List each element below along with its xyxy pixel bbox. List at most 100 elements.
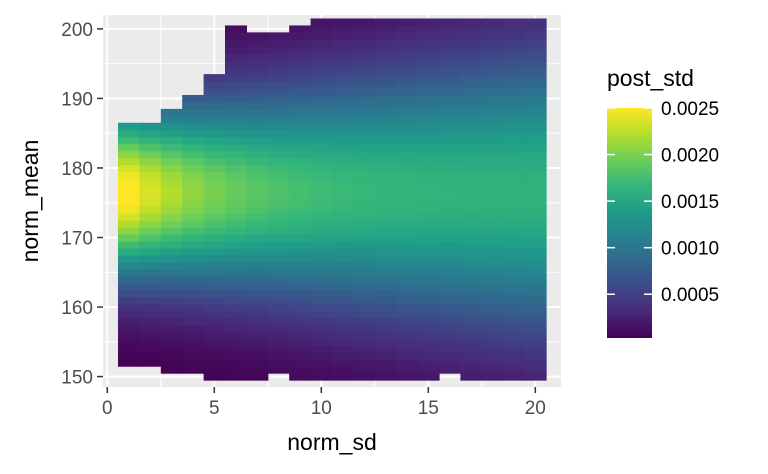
heatmap-cell (182, 115, 205, 124)
heatmap-cell (417, 150, 440, 159)
heatmap-cell (503, 136, 526, 145)
heatmap-cell (439, 220, 462, 228)
heatmap-cell (289, 310, 312, 319)
heatmap-cell (460, 338, 483, 346)
heatmap-cell (332, 101, 354, 110)
heatmap-cell (460, 122, 483, 131)
heatmap-cell (374, 268, 397, 277)
heatmap-cell (481, 213, 504, 221)
heatmap-cell (524, 39, 547, 47)
heatmap-cell (503, 352, 526, 360)
heatmap-cell (460, 289, 483, 298)
heatmap-cell (524, 171, 547, 179)
heatmap-cell (503, 359, 526, 367)
heatmap-cell (503, 373, 526, 381)
heatmap-cell (224, 46, 247, 54)
heatmap-cell (117, 129, 140, 138)
heatmap-cell (289, 53, 312, 61)
heatmap-cell (374, 289, 397, 298)
heatmap-cell (503, 240, 526, 249)
heatmap-cell (374, 108, 397, 117)
heatmap-cell (224, 81, 247, 89)
heatmap-cell (439, 178, 462, 186)
heatmap-cell (524, 32, 547, 40)
heatmap-cell (353, 18, 376, 27)
heatmap-cell (224, 206, 247, 214)
heatmap-cell (203, 74, 226, 82)
y-tick-label: 160 (61, 298, 93, 319)
heatmap-cell (246, 136, 269, 145)
heatmap-cell (417, 227, 440, 235)
heatmap-cell (439, 136, 462, 145)
heatmap-cell (310, 261, 333, 270)
heatmap-cell (332, 81, 354, 89)
heatmap-cell (139, 192, 162, 200)
heatmap-cell (417, 268, 440, 277)
heatmap-cell (310, 122, 333, 131)
heatmap-cell (439, 115, 462, 124)
heatmap-cell (267, 296, 290, 305)
heatmap-cell (374, 303, 397, 312)
heatmap-cell (353, 240, 376, 249)
heatmap-cell (139, 199, 162, 207)
heatmap-cell (139, 185, 162, 193)
heatmap-cell (396, 164, 419, 173)
heatmap-cell (460, 136, 483, 145)
heatmap-cell (182, 282, 205, 291)
heatmap-cell (310, 268, 333, 277)
heatmap-cell (203, 220, 226, 228)
heatmap-cell (310, 150, 333, 159)
heatmap-cell (182, 296, 205, 305)
heatmap-cell (182, 164, 205, 173)
heatmap-cell (310, 143, 333, 152)
heatmap-cell (460, 206, 483, 214)
heatmap-cell (481, 289, 504, 298)
heatmap-cell (481, 81, 504, 89)
heatmap-cell (503, 25, 526, 33)
heatmap-cell (246, 213, 269, 221)
heatmap-cell (332, 289, 354, 298)
heatmap-cell (203, 310, 226, 319)
heatmap-cell (524, 373, 547, 381)
heatmap-cell (481, 88, 504, 96)
heatmap-cell (524, 88, 547, 96)
heatmap-cell (353, 157, 376, 166)
heatmap-cell (310, 81, 333, 89)
heatmap-cell (396, 220, 419, 228)
heatmap-cell (417, 122, 440, 131)
heatmap-cell (503, 108, 526, 117)
heatmap-cell (246, 185, 269, 193)
heatmap-cell (332, 331, 354, 339)
heatmap-cell (524, 164, 547, 173)
heatmap-cell (524, 227, 547, 235)
heatmap-cell (503, 74, 526, 82)
heatmap-cell (246, 94, 269, 103)
heatmap-cell (289, 331, 312, 339)
heatmap-cell (353, 282, 376, 291)
heatmap-cell (117, 359, 140, 367)
heatmap-cell (353, 53, 376, 61)
heatmap-cell (374, 150, 397, 159)
heatmap-cell (224, 359, 247, 367)
heatmap-cell (460, 129, 483, 138)
heatmap-cell (374, 101, 397, 110)
heatmap-cell (246, 234, 269, 242)
heatmap-cell (182, 185, 205, 193)
heatmap-cell (439, 234, 462, 242)
heatmap-cell (224, 32, 247, 40)
heatmap-cell (524, 143, 547, 152)
heatmap-cell (182, 213, 205, 221)
heatmap-cell (460, 227, 483, 235)
heatmap-cell (182, 94, 205, 103)
heatmap-cell (417, 129, 440, 138)
heatmap-cell (289, 352, 312, 360)
heatmap-cell (246, 310, 269, 319)
heatmap-cell (203, 234, 226, 242)
heatmap-cell (460, 74, 483, 82)
heatmap-cell (139, 289, 162, 298)
heatmap-cell (267, 136, 290, 145)
heatmap-cell (481, 240, 504, 249)
heatmap-cell (481, 164, 504, 173)
heatmap-cell (267, 213, 290, 221)
heatmap-cell (460, 67, 483, 75)
